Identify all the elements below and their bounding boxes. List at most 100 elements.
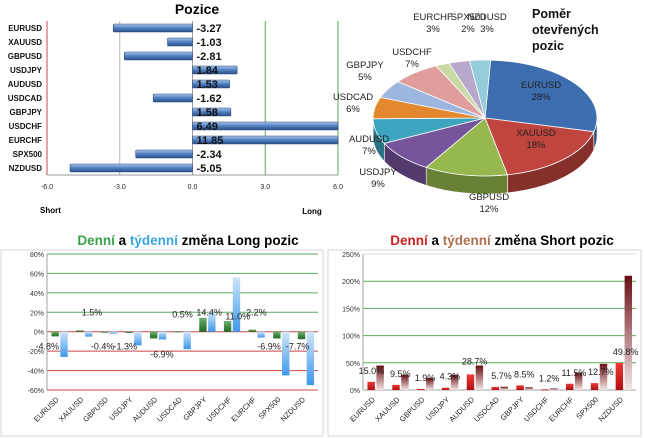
pie-slice <box>484 117 595 176</box>
category-label: SPX500 <box>13 150 43 159</box>
value-label: -2.81 <box>197 51 222 63</box>
weekly-bar <box>232 277 241 332</box>
value-label: 0.5% <box>172 310 193 320</box>
slice-percent: 3% <box>480 24 494 35</box>
position-bar <box>135 149 193 159</box>
slice-label: GBPUSD <box>469 192 509 203</box>
daily-bar <box>466 374 475 390</box>
slice-percent: 28% <box>531 92 551 103</box>
daily-bar <box>273 331 281 339</box>
y-tick-label: 40% <box>30 291 44 298</box>
long-change-title: Denní a týdenní změna Long pozic <box>77 233 299 248</box>
position-bar <box>192 121 339 131</box>
value-label: 2.2% <box>246 308 267 318</box>
y-tick-label: 80% <box>30 252 44 259</box>
position-bar <box>192 107 232 117</box>
daily-bar <box>248 329 256 332</box>
weekly-bar <box>208 312 216 332</box>
title-part: týdenní <box>443 233 492 248</box>
slice-label: USDCHF <box>392 47 432 58</box>
daily-bar <box>615 362 624 390</box>
value-label: 1.5% <box>82 308 103 318</box>
slice-label: XAUUSD <box>516 128 556 139</box>
daily-bar <box>566 383 574 390</box>
x-tick-label: 0.0 <box>188 184 198 191</box>
weekly-bar <box>599 363 608 390</box>
category-label: XAUUSD <box>8 38 42 47</box>
position-bar <box>192 65 238 75</box>
value-label: -2.34 <box>197 149 223 161</box>
y-tick-label: 100% <box>342 334 360 341</box>
weekly-bar <box>574 372 583 390</box>
weekly-bar <box>500 386 508 390</box>
long-change-frame <box>0 249 324 437</box>
weekly-bar <box>134 331 142 346</box>
position-bar <box>112 23 193 33</box>
position-bar <box>69 163 193 173</box>
weekly-bar <box>401 374 409 390</box>
value-label: 49.8% <box>613 347 639 357</box>
y-tick-label: 0% <box>350 388 360 395</box>
category-label: GBPUSD <box>8 52 42 61</box>
weekly-bar <box>84 331 93 337</box>
category-label: USDCAD <box>8 94 42 103</box>
pie-slice <box>425 117 508 177</box>
value-label: 12.7% <box>588 367 614 377</box>
value-label: 9.5% <box>390 369 411 379</box>
title-part: a <box>115 233 130 248</box>
y-tick-label: 60% <box>30 271 44 278</box>
slice-label: NZDUSD <box>467 12 507 23</box>
weekly-bar <box>60 331 68 357</box>
value-label: -5.05 <box>197 163 222 175</box>
weekly-bar <box>282 331 290 376</box>
value-label: 14.4% <box>196 308 222 318</box>
weekly-bar <box>376 365 384 390</box>
value-label: 11.85 <box>197 135 224 147</box>
value-label: 28.7% <box>462 357 488 367</box>
y-tick-label: 250% <box>342 252 360 259</box>
title-part: změna Short pozic <box>491 233 615 248</box>
weekly-bar <box>109 331 117 334</box>
y-tick-label: 20% <box>30 310 44 317</box>
weekly-bar <box>450 374 459 390</box>
weekly-bar <box>306 331 315 386</box>
daily-bar <box>297 331 306 340</box>
long-change-chart: Denní a týdenní změna Long pozic -60% -40… <box>0 233 324 437</box>
slice-percent: 18% <box>526 140 546 151</box>
slice-label: EURCHF <box>413 12 453 23</box>
daily-bar <box>125 331 133 333</box>
daily-bar <box>174 331 183 333</box>
slice-percent: 7% <box>405 59 419 70</box>
daily-bar <box>76 330 84 332</box>
title-part: změna Long pozic <box>178 233 299 248</box>
category-label: USDJPY <box>10 66 43 75</box>
title-part: týdenní <box>130 233 179 248</box>
positions-title: Pozice <box>175 1 220 17</box>
value-label: 6.49 <box>197 121 218 133</box>
weekly-bar <box>257 331 265 338</box>
category-label: USDCHF <box>9 122 42 131</box>
y-tick-label: 50% <box>346 361 360 368</box>
daily-bar <box>417 388 425 390</box>
position-bar <box>124 51 193 61</box>
y-tick-label: -60% <box>28 388 44 395</box>
long-caption: Long <box>302 207 322 216</box>
weekly-bar <box>550 388 558 390</box>
slice-label: USDJPY <box>359 167 397 178</box>
slice-percent: 2% <box>461 24 475 35</box>
short-caption: Short <box>40 206 61 215</box>
y-tick-label: -20% <box>28 349 44 356</box>
positions-chart: Pozice EURUSD XAUUSD GBPUSD USDJPY AUDUSD USD… <box>8 1 343 216</box>
value-label: 1.84 <box>197 65 219 77</box>
value-label: -6.9% <box>150 350 174 360</box>
slice-label: EURUSD <box>521 80 561 91</box>
value-label: -1.3% <box>113 342 137 352</box>
daily-bar <box>441 387 450 390</box>
daily-bar <box>223 321 232 332</box>
daily-bar <box>491 386 500 390</box>
category-label: AUDUSD <box>8 80 42 89</box>
value-label: 1.53 <box>197 79 218 91</box>
value-label: 4.3% <box>440 372 461 382</box>
value-label: 1.9% <box>415 373 436 383</box>
x-tick-label: 6.0 <box>333 184 343 191</box>
